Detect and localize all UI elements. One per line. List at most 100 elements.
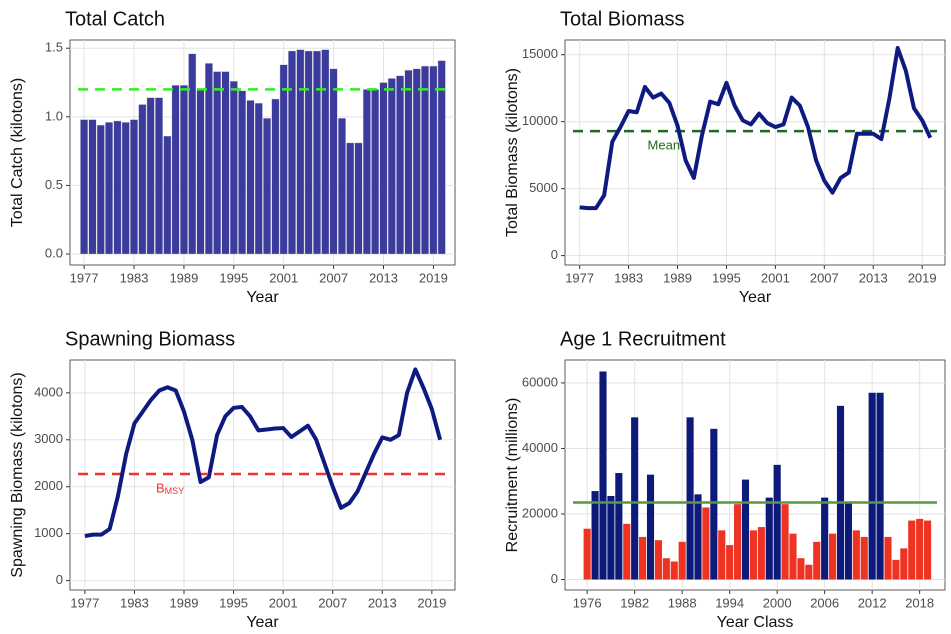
y-tick-label: 40000: [522, 440, 558, 455]
y-tick-label: 0: [551, 247, 558, 262]
bar: [304, 50, 313, 255]
x-tick-label: 1983: [120, 595, 149, 610]
bar: [623, 523, 631, 580]
bar: [615, 473, 623, 580]
bar: [631, 417, 639, 580]
bar: [404, 69, 413, 255]
bar: [362, 89, 371, 255]
x-axis-title: Year: [739, 289, 772, 306]
bar: [337, 118, 346, 255]
x-tick-label: 2018: [905, 595, 934, 610]
bar: [908, 520, 916, 580]
x-tick-label: 2013: [369, 270, 398, 285]
x-tick-label: 1989: [169, 270, 198, 285]
bar: [188, 53, 197, 255]
bar: [163, 135, 172, 255]
bar: [694, 494, 702, 580]
bar: [607, 495, 615, 580]
bar: [296, 49, 305, 255]
reference-label-sub: MSY: [165, 486, 185, 496]
y-tick-label: 0: [56, 572, 63, 587]
bar: [221, 71, 230, 255]
bar: [121, 122, 130, 255]
bar: [371, 89, 380, 255]
x-tick-label: 1977: [70, 595, 99, 610]
y-axis-title: Total Biomass (kilotons): [504, 68, 521, 237]
y-axis-title: Total Catch (kilotons): [9, 78, 26, 227]
line: [579, 46, 933, 211]
y-tick-label: 1.0: [45, 108, 63, 123]
bar: [726, 545, 734, 580]
bar: [821, 497, 829, 580]
bar: [781, 504, 789, 580]
bar: [346, 142, 355, 255]
bar: [884, 536, 892, 580]
bar: [646, 474, 655, 580]
bar: [710, 428, 718, 580]
bar: [813, 541, 821, 580]
bar: [702, 507, 710, 580]
y-tick-label: 3000: [34, 431, 63, 446]
y-axis-title: Spawning Biomass (kilotons): [9, 372, 26, 577]
bar: [836, 405, 845, 580]
bar: [138, 104, 147, 255]
bar: [130, 119, 138, 255]
x-tick-label: 2007: [810, 270, 839, 285]
bar: [892, 559, 900, 580]
bar: [329, 68, 338, 255]
bar: [229, 80, 238, 255]
panel: [564, 39, 946, 266]
bar: [599, 371, 607, 580]
bar: [155, 97, 163, 255]
bar: [662, 558, 670, 580]
bar: [429, 65, 438, 255]
y-tick-label: 2000: [34, 478, 63, 493]
panel: [69, 359, 456, 591]
bar: [396, 75, 405, 255]
bar: [387, 78, 396, 255]
x-tick-label: 2019: [417, 595, 446, 610]
bar: [412, 68, 421, 255]
bar: [321, 49, 330, 255]
chart-title: Age 1 Recruitment: [560, 328, 726, 350]
x-tick-label: 2013: [859, 270, 888, 285]
bar: [354, 142, 363, 255]
y-tick-label: 15000: [522, 46, 558, 61]
chart-title: Total Biomass: [560, 8, 685, 30]
bar: [80, 119, 89, 255]
chart-title: Total Catch: [65, 8, 165, 30]
x-tick-label: 2012: [858, 595, 887, 610]
bar: [437, 60, 446, 255]
line: [84, 367, 443, 538]
bar: [213, 71, 222, 255]
bar: [860, 536, 868, 580]
bar: [805, 564, 813, 580]
bar: [583, 528, 591, 580]
x-tick-label: 1982: [620, 595, 649, 610]
y-tick-label: 5000: [529, 180, 558, 195]
x-tick-label: 1989: [170, 595, 199, 610]
bar: [263, 118, 272, 255]
x-tick-label: 1995: [712, 270, 741, 285]
x-tick-label: 2001: [269, 595, 298, 610]
x-tick-label: 2001: [269, 270, 298, 285]
bar: [686, 417, 694, 580]
y-tick-label: 60000: [522, 374, 558, 389]
bar: [254, 102, 263, 255]
bar: [829, 533, 837, 580]
bar: [288, 50, 296, 255]
x-tick-label: 2001: [761, 270, 790, 285]
bar: [670, 561, 678, 580]
bar: [105, 122, 114, 255]
bar: [876, 392, 884, 580]
bar: [741, 479, 750, 580]
bar: [900, 548, 908, 580]
bar: [271, 98, 280, 255]
bar: [171, 85, 180, 255]
y-tick-label: 4000: [34, 384, 63, 399]
bar: [204, 63, 213, 255]
bar: [379, 82, 388, 255]
bar: [88, 119, 97, 255]
x-tick-label: 1989: [663, 270, 692, 285]
